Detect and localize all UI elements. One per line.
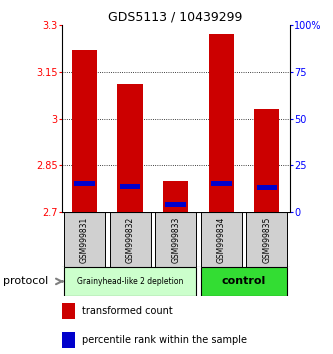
Text: GSM999834: GSM999834: [217, 217, 226, 263]
Text: GSM999832: GSM999832: [126, 217, 135, 263]
Bar: [246, 212, 287, 267]
Bar: [254, 109, 279, 212]
Bar: [201, 267, 287, 296]
Text: control: control: [222, 276, 266, 286]
Bar: [166, 202, 186, 207]
Bar: [201, 212, 242, 267]
Bar: [62, 332, 75, 348]
Bar: [110, 212, 151, 267]
Bar: [64, 212, 105, 267]
Text: GSM999831: GSM999831: [80, 217, 89, 263]
Bar: [211, 181, 231, 186]
Text: Grainyhead-like 2 depletion: Grainyhead-like 2 depletion: [77, 277, 183, 286]
Text: GSM999833: GSM999833: [171, 217, 180, 263]
Bar: [209, 34, 234, 212]
Text: percentile rank within the sample: percentile rank within the sample: [82, 335, 247, 345]
Bar: [74, 181, 95, 186]
Bar: [72, 50, 97, 212]
Text: GSM999835: GSM999835: [262, 217, 271, 263]
Bar: [155, 212, 196, 267]
Bar: [64, 267, 196, 296]
Bar: [257, 185, 277, 190]
Bar: [120, 184, 140, 189]
Title: GDS5113 / 10439299: GDS5113 / 10439299: [109, 11, 243, 24]
Bar: [118, 84, 143, 212]
Bar: [62, 303, 75, 319]
Text: transformed count: transformed count: [82, 306, 173, 316]
Text: protocol: protocol: [3, 276, 49, 286]
Bar: [163, 181, 188, 212]
